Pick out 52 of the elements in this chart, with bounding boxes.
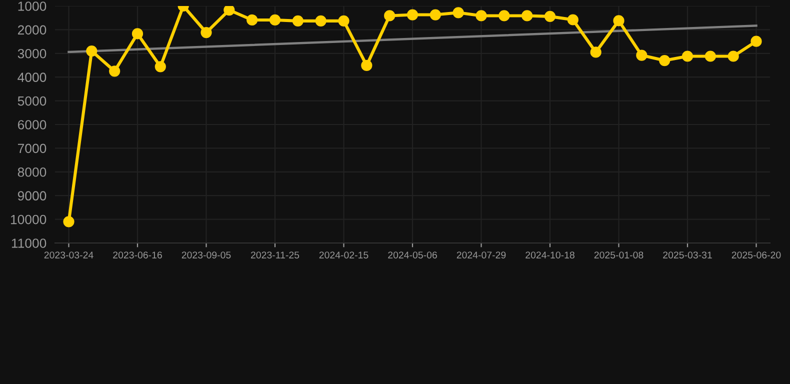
- point: [544, 10, 556, 22]
- point: [728, 50, 739, 62]
- point: [63, 216, 74, 228]
- y-tick-label: 3000: [18, 48, 46, 58]
- point: [452, 7, 464, 18]
- point: [86, 45, 98, 57]
- x-tick-label: 2024-07-29: [456, 252, 506, 258]
- y-tick-label: 5000: [18, 96, 46, 106]
- x-tick-label: 2025-03-31: [663, 252, 712, 258]
- point: [384, 10, 396, 22]
- point: [246, 14, 258, 26]
- point: [154, 61, 166, 72]
- point: [292, 15, 304, 26]
- y-tick-label: 9000: [18, 191, 46, 201]
- point: [109, 66, 120, 77]
- y-tick-label: 4000: [18, 72, 46, 82]
- point: [338, 15, 350, 26]
- point: [476, 10, 487, 22]
- point: [567, 14, 578, 26]
- y-tick-label: 11000: [12, 238, 46, 248]
- y-tick-label: 2000: [18, 25, 46, 35]
- point: [200, 26, 212, 38]
- point: [522, 10, 533, 22]
- x-tick-label: 2024-05-06: [388, 252, 437, 258]
- point: [613, 15, 624, 26]
- y-tick-label: 10000: [10, 214, 46, 224]
- point: [269, 14, 281, 26]
- x-tick-label: 2024-10-18: [526, 252, 574, 258]
- point: [406, 9, 418, 20]
- x-tick-label: 2023-06-16: [113, 252, 162, 258]
- point: [659, 54, 670, 66]
- point: [750, 36, 762, 47]
- y-tick-label: 7000: [18, 144, 46, 154]
- point: [590, 46, 602, 58]
- y-tick-label: 1000: [18, 2, 46, 11]
- x-tick-label: 2023-09-05: [182, 252, 231, 258]
- point: [361, 60, 372, 72]
- x-tick-label: 2025-06-20: [732, 252, 781, 258]
- x-tick-label: 2024-02-15: [319, 252, 368, 258]
- x-tick-label: 2025-01-08: [594, 252, 644, 258]
- y-tick-label: 6000: [18, 120, 46, 130]
- point: [315, 15, 326, 26]
- point: [498, 10, 510, 22]
- point: [132, 28, 144, 40]
- x-tick-label: 2023-03-24: [44, 252, 94, 258]
- point: [704, 50, 716, 62]
- point: [224, 6, 235, 16]
- point: [682, 50, 694, 62]
- x-tick-label: 2023-11-25: [250, 252, 300, 258]
- y-tick-label: 8000: [18, 167, 46, 177]
- point: [636, 50, 648, 61]
- point: [430, 9, 441, 20]
